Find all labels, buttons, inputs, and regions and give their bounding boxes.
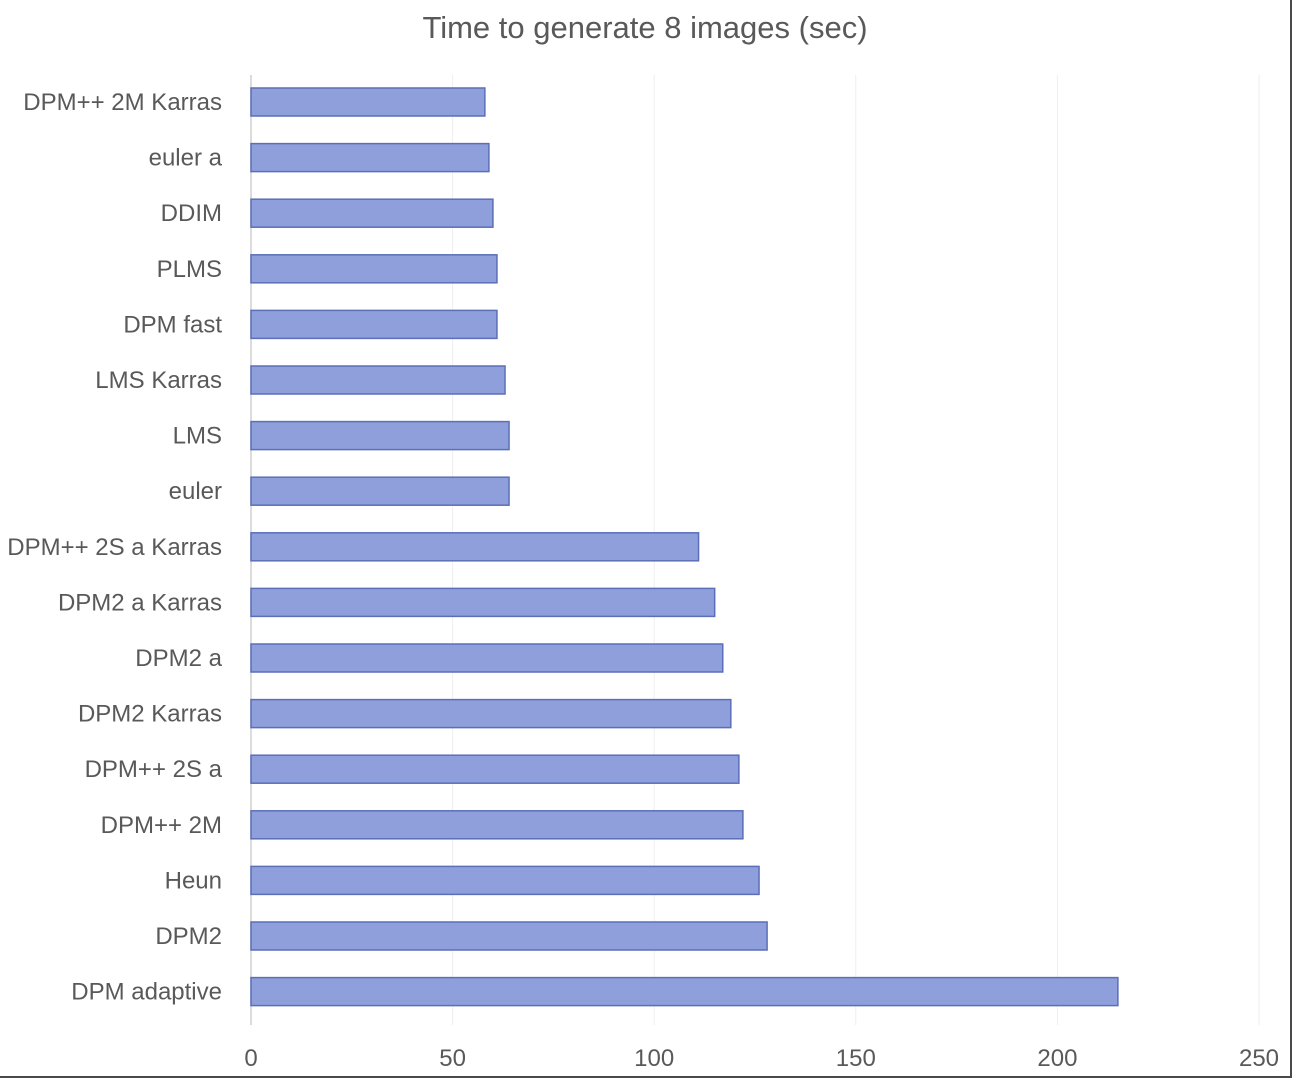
x-tick-label-50: 50 (439, 1045, 466, 1072)
x-tick-label-150: 150 (836, 1045, 876, 1072)
bar-13 (250, 810, 744, 840)
category-label-10: DPM2 a (135, 645, 222, 672)
category-label-8: DPM++ 2S a Karras (7, 534, 222, 561)
bar-3 (250, 254, 498, 284)
bar-10 (250, 643, 724, 673)
category-label-15: DPM2 (155, 923, 222, 950)
bar-1 (250, 142, 490, 173)
bar-0 (250, 87, 486, 117)
category-label-0: DPM++ 2M Karras (23, 89, 222, 116)
category-label-13: DPM++ 2M (101, 812, 222, 839)
category-label-11: DPM2 Karras (78, 701, 222, 728)
bar-12 (250, 754, 740, 784)
category-label-1: euler a (149, 145, 223, 172)
category-label-14: Heun (165, 867, 222, 894)
x-axis-ticks: 0 50 100 150 200 250 (244, 1045, 1279, 1072)
x-tick-label-200: 200 (1037, 1045, 1077, 1072)
category-label-5: LMS Karras (95, 367, 222, 394)
category-label-9: DPM2 a Karras (58, 589, 222, 616)
bar-14 (250, 865, 760, 896)
category-label-12: DPM++ 2S a (85, 756, 223, 783)
bar-11 (250, 698, 732, 729)
category-label-7: euler (169, 478, 222, 505)
bar-9 (250, 587, 716, 618)
category-label-2: DDIM (161, 200, 222, 227)
bar-2 (250, 198, 494, 228)
bar-8 (250, 532, 700, 562)
x-tick-label-100: 100 (634, 1045, 674, 1072)
bar-15 (250, 921, 768, 951)
bars (250, 87, 1119, 1007)
x-tick-label-250: 250 (1239, 1045, 1279, 1072)
category-label-6: LMS (173, 423, 222, 450)
category-label-4: DPM fast (123, 311, 222, 338)
bar-7 (250, 476, 510, 506)
category-label-16: DPM adaptive (71, 979, 222, 1006)
category-labels: DPM++ 2M Karras euler a DDIM PLMS DPM fast LM… (7, 89, 222, 1006)
bar-5 (250, 365, 506, 395)
category-label-3: PLMS (157, 256, 222, 283)
bar-6 (250, 420, 510, 451)
bar-16 (250, 976, 1119, 1007)
x-tick-label-0: 0 (244, 1045, 257, 1072)
chart-title: Time to generate 8 images (sec) (422, 10, 867, 45)
bar-4 (250, 309, 498, 340)
